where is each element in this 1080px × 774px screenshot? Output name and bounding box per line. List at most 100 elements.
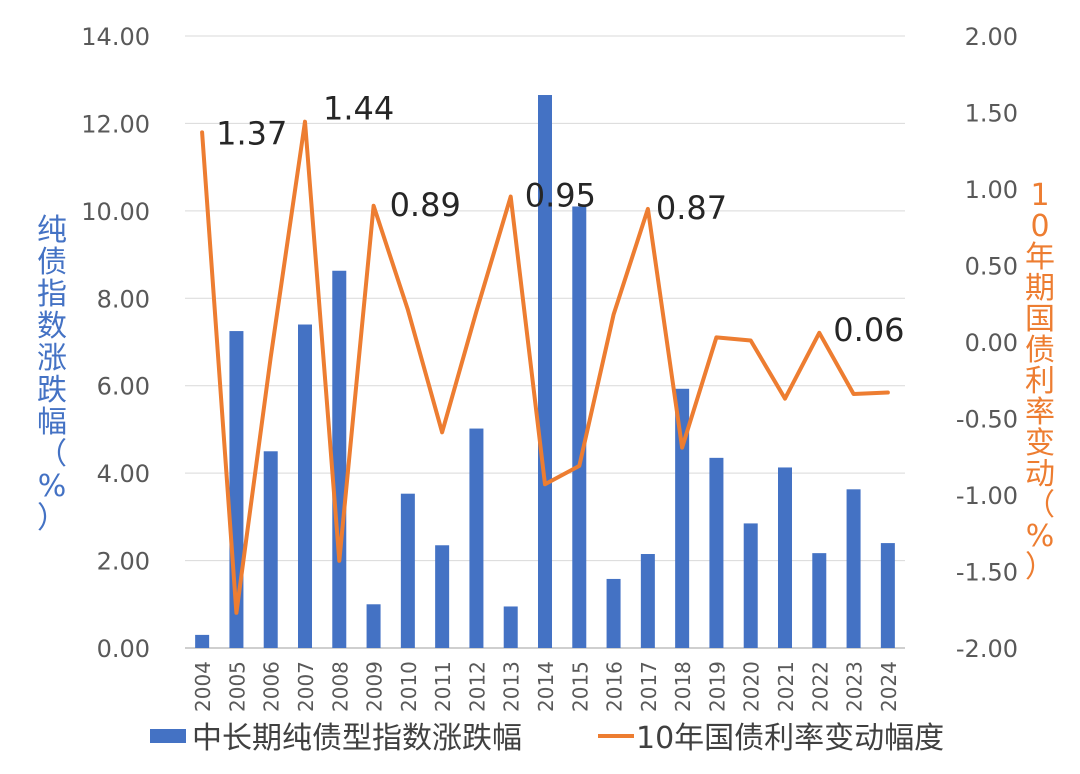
line-series <box>200 119 890 615</box>
bar <box>366 604 381 648</box>
bar <box>846 489 861 648</box>
data-label: 1.37 <box>216 114 287 152</box>
line-point <box>647 208 649 210</box>
left-tick-label: 4.00 <box>97 460 150 488</box>
data-label: 0.95 <box>525 177 596 215</box>
line-point <box>441 431 443 433</box>
axis-titles: 纯债指数涨跌幅（%） 1 0 年期国债利率变动（%） <box>37 178 1055 585</box>
line-point <box>544 483 546 485</box>
left-tick-label: 2.00 <box>97 548 150 576</box>
right-tick-label: 0.00 <box>965 329 1018 357</box>
bar <box>675 388 690 648</box>
right-tick-label: 2.00 <box>965 23 1018 51</box>
line-point <box>578 465 580 467</box>
x-tick-label: 2018 <box>671 661 695 712</box>
x-tick-label: 2010 <box>397 661 421 712</box>
right-axis-ticks: -2.00 -1.50 -1.00 -0.50 0.00 0.50 1.00 1.50 2.00 <box>956 23 1018 663</box>
bar <box>709 457 724 648</box>
left-tick-label: 6.00 <box>97 373 150 401</box>
left-tick-label: 14.00 <box>81 23 150 51</box>
line-point <box>715 336 717 338</box>
line-point <box>373 205 375 207</box>
x-tick-label: 2011 <box>431 661 455 712</box>
left-tick-label: 0.00 <box>97 635 150 663</box>
x-tick-label: 2021 <box>774 661 798 712</box>
x-axis-ticks: 2004 2005 2006 2007 2008 2009 2010 2011 2012 2013… <box>191 661 901 712</box>
line-point <box>338 560 340 562</box>
bar <box>812 553 827 648</box>
bar <box>263 451 278 648</box>
line-point <box>818 332 820 334</box>
right-tick-label: -2.00 <box>956 635 1018 663</box>
data-label: 0.89 <box>390 186 461 224</box>
x-tick-label: 2004 <box>191 661 215 712</box>
line-point <box>750 339 752 341</box>
line-point <box>681 447 683 449</box>
left-tick-label: 10.00 <box>81 198 150 226</box>
line-point <box>201 131 203 133</box>
bar <box>332 270 347 648</box>
bar <box>298 324 312 648</box>
data-label: 1.44 <box>323 90 394 128</box>
x-tick-label: 2013 <box>500 661 524 712</box>
x-tick-label: 2009 <box>363 661 387 712</box>
bar-series <box>195 95 895 648</box>
line-point <box>407 309 409 311</box>
bar <box>503 606 518 648</box>
right-tick-label: -1.00 <box>956 482 1018 510</box>
x-tick-label: 2017 <box>637 661 661 712</box>
legend: 中长期纯债型指数涨跌幅 10年国债利率变动幅度 <box>150 721 944 756</box>
x-tick-label: 2022 <box>808 661 832 712</box>
line-point <box>853 393 855 395</box>
x-tick-label: 2024 <box>877 661 901 712</box>
right-tick-label: 1.50 <box>965 100 1018 128</box>
x-tick-label: 2008 <box>328 661 352 712</box>
legend-bar-swatch <box>150 729 186 743</box>
line-point <box>510 196 512 198</box>
bar <box>538 95 552 648</box>
line-point <box>613 313 615 315</box>
x-tick-label: 2023 <box>843 661 867 712</box>
data-label: 0.87 <box>656 189 727 227</box>
left-axis-title: 纯债指数涨跌幅（%） <box>37 213 67 536</box>
bar <box>469 428 484 648</box>
x-tick-label: 2019 <box>705 661 729 712</box>
right-tick-label: 1.00 <box>965 176 1018 204</box>
line-point <box>235 612 237 614</box>
left-axis-ticks: 0.00 2.00 4.00 6.00 8.00 10.00 12.00 14.00 <box>81 23 150 663</box>
x-tick-label: 2006 <box>260 661 284 712</box>
line-point <box>475 310 477 312</box>
right-tick-label: -0.50 <box>956 406 1018 434</box>
line-point <box>270 356 272 358</box>
bar <box>778 467 792 648</box>
bar <box>195 634 210 648</box>
line-point <box>304 121 306 123</box>
right-tick-label: -1.50 <box>956 559 1018 587</box>
x-tick-label: 2020 <box>740 661 764 712</box>
line-point <box>784 398 786 400</box>
x-tick-label: 2014 <box>534 661 558 712</box>
right-tick-label: 0.50 <box>965 253 1018 281</box>
bar <box>400 493 415 648</box>
right-axis-title: 1 0 年期国债利率变动（%） <box>1025 178 1055 585</box>
x-tick-label: 2005 <box>225 661 249 712</box>
bar <box>640 554 655 648</box>
left-tick-label: 12.00 <box>81 110 150 138</box>
x-tick-label: 2012 <box>465 661 489 712</box>
bar <box>435 545 450 648</box>
x-tick-label: 2015 <box>568 661 592 712</box>
legend-bar-label: 中长期纯债型指数涨跌幅 <box>192 721 522 756</box>
bar <box>743 523 758 648</box>
legend-line-label: 10年国债利率变动幅度 <box>636 721 944 756</box>
left-tick-label: 8.00 <box>97 285 150 313</box>
bar <box>606 578 621 648</box>
bar <box>572 206 587 648</box>
x-tick-label: 2016 <box>603 661 627 712</box>
line-point <box>887 391 889 393</box>
data-label: 0.06 <box>833 311 904 349</box>
x-tick-label: 2007 <box>294 661 318 712</box>
bar <box>880 543 895 648</box>
data-annotations: 1.37 1.44 0.89 0.95 0.87 0.06 <box>216 90 904 349</box>
